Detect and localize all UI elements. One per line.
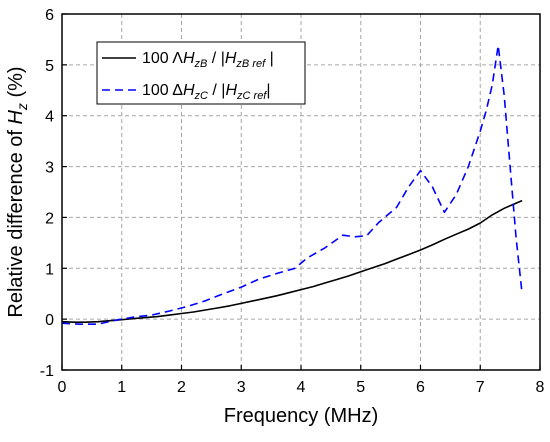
y-tick-label: 0 <box>45 312 54 329</box>
y-tick-label: 5 <box>45 58 54 75</box>
x-tick-label: 7 <box>476 379 485 396</box>
legend-label-series-2: 100 ΔHzC / |HzC ref| <box>142 82 271 102</box>
y-tick-label: -1 <box>40 363 54 380</box>
legend-2-mid: / | <box>208 82 226 99</box>
legend-2-var: H <box>183 82 195 99</box>
y-axis-title-sub: z <box>14 103 30 111</box>
y-axis-title-prefix: Relative difference of <box>5 125 27 318</box>
y-tick-label: 3 <box>45 160 54 177</box>
plot-area <box>61 44 523 326</box>
y-tick-label: 4 <box>45 109 54 126</box>
y-axis-title: Relative difference of Hz (%) <box>5 66 30 317</box>
legend-1-prefix: 100 <box>142 50 172 67</box>
legend-label-series-1: 100 ΛHzB / |HzB ref | <box>142 50 274 70</box>
legend-2-delta: Δ <box>172 82 183 99</box>
legend-2-sub2: zC ref <box>236 90 267 102</box>
y-tick-label: 6 <box>45 7 54 24</box>
x-tick-label: 3 <box>237 379 246 396</box>
legend-1-end: | <box>265 50 274 67</box>
legend-1-delta: Λ <box>172 50 183 67</box>
legend-2-end: | <box>266 82 270 99</box>
y-axis-title-suffix: (%) <box>5 66 27 103</box>
legend-1-sub: zB <box>194 58 208 70</box>
legend-2-prefix: 100 <box>142 82 172 99</box>
x-tick-label: 4 <box>297 379 306 396</box>
legend-box <box>96 41 306 105</box>
legend-1-sub2: zB ref <box>235 58 266 70</box>
series-line-1 <box>61 199 523 324</box>
legend-1-var2: H <box>225 50 237 67</box>
legend: 100 ΛHzB / |HzB ref | 100 ΔHzC / |HzC re… <box>96 41 306 105</box>
y-tick-label: 1 <box>45 261 54 278</box>
series-line-2 <box>61 44 523 326</box>
x-tick-label: 0 <box>58 379 67 396</box>
legend-1-mid: / | <box>207 50 225 67</box>
x-tick-label: 1 <box>117 379 126 396</box>
y-axis-title-var: H <box>5 110 27 125</box>
legend-2-var2: H <box>225 82 237 99</box>
legend-1-var: H <box>183 50 195 67</box>
x-tick-label: 6 <box>416 379 425 396</box>
x-tick-label: 2 <box>177 379 186 396</box>
y-tick-label: 2 <box>45 210 54 227</box>
x-axis-title: Frequency (MHz) <box>224 405 378 427</box>
x-tick-label: 5 <box>356 379 365 396</box>
x-tick-label: 8 <box>536 379 545 396</box>
legend-2-sub: zC <box>194 90 209 102</box>
